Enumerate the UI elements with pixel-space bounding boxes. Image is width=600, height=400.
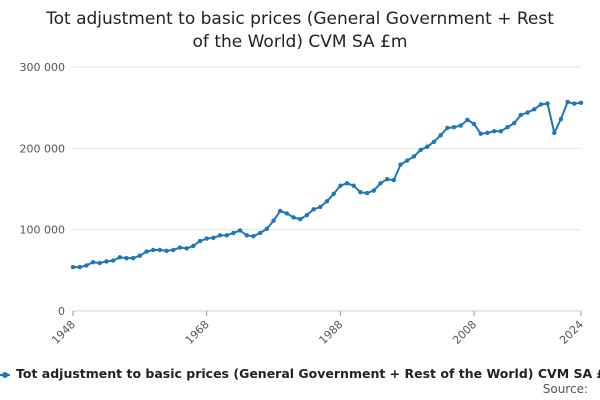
data-point[interactable] [77, 264, 82, 270]
data-point[interactable] [311, 207, 316, 212]
data-point[interactable] [70, 264, 76, 270]
legend-label: Tot adjustment to basic prices (General … [16, 366, 600, 381]
y-tick-label: 300 000 [20, 61, 66, 74]
source-label: Source: [542, 382, 588, 396]
data-point[interactable] [578, 100, 584, 105]
data-point[interactable] [137, 253, 143, 258]
data-point[interactable] [431, 139, 437, 145]
data-point[interactable] [511, 120, 517, 126]
x-tick-label: 1968 [183, 318, 212, 347]
data-point[interactable] [204, 236, 209, 241]
data-point[interactable] [458, 123, 463, 128]
data-point[interactable] [391, 177, 397, 183]
data-point[interactable] [304, 212, 310, 218]
data-point[interactable] [525, 110, 530, 115]
data-point[interactable] [151, 247, 156, 253]
data-point[interactable] [298, 216, 303, 222]
data-point[interactable] [224, 233, 229, 238]
data-point[interactable] [538, 102, 544, 107]
chart-title-line-2: of the World) CVM SA £m [192, 32, 408, 52]
y-tick-label: 0 [58, 305, 65, 318]
data-point[interactable] [271, 218, 276, 223]
data-point[interactable] [157, 247, 163, 253]
data-point[interactable] [264, 226, 270, 232]
x-tick-label: 1988 [316, 318, 345, 347]
data-point[interactable] [217, 233, 223, 238]
data-point[interactable] [565, 99, 570, 105]
chart-title: Tot adjustment to basic prices (General … [0, 8, 600, 54]
data-point[interactable] [465, 117, 470, 123]
data-point[interactable] [331, 191, 336, 197]
data-point[interactable] [144, 249, 149, 254]
data-point[interactable] [164, 248, 169, 254]
data-point[interactable] [532, 107, 537, 112]
legend-marker-icon [2, 371, 8, 378]
data-point[interactable] [572, 101, 577, 106]
data-point[interactable] [284, 211, 290, 216]
y-tick-label: 100 000 [20, 224, 66, 237]
data-point[interactable] [338, 183, 343, 188]
data-point[interactable] [197, 238, 203, 244]
data-point[interactable] [491, 129, 497, 134]
data-point[interactable] [237, 228, 243, 233]
data-point[interactable] [438, 133, 443, 138]
data-point[interactable] [364, 190, 370, 196]
data-point[interactable] [211, 235, 216, 240]
data-point[interactable] [90, 260, 96, 265]
legend-swatch [0, 371, 10, 378]
data-point[interactable] [411, 154, 417, 159]
data-point[interactable] [425, 144, 430, 149]
data-point[interactable] [177, 245, 183, 250]
x-tick-label: 2008 [450, 318, 479, 347]
legend[interactable]: Tot adjustment to basic prices (General … [0, 366, 600, 381]
data-point[interactable] [471, 121, 477, 127]
data-point[interactable] [505, 124, 510, 130]
y-tick-label: 200 000 [20, 142, 66, 155]
data-point[interactable] [124, 255, 129, 261]
data-point[interactable] [418, 147, 423, 153]
data-point[interactable] [498, 129, 503, 134]
data-point[interactable] [184, 246, 189, 251]
data-point[interactable] [358, 190, 363, 195]
data-point[interactable] [552, 130, 557, 136]
data-point[interactable] [378, 181, 383, 186]
data-point[interactable] [371, 188, 376, 193]
data-point[interactable] [405, 158, 410, 163]
data-point[interactable] [445, 125, 450, 131]
data-point[interactable] [518, 112, 524, 118]
x-tick-label: 1948 [49, 318, 78, 347]
data-point[interactable] [451, 124, 457, 130]
x-tick-label: 2024 [557, 318, 586, 347]
data-point[interactable] [84, 263, 89, 268]
data-point[interactable] [344, 181, 350, 186]
data-point[interactable] [278, 208, 283, 214]
data-point[interactable] [485, 130, 490, 136]
data-point[interactable] [244, 233, 249, 238]
data-point[interactable] [110, 258, 116, 263]
data-point[interactable] [351, 183, 356, 188]
data-point[interactable] [130, 255, 136, 261]
data-point[interactable] [318, 204, 323, 210]
chart-title-line-1: Tot adjustment to basic prices (General … [46, 9, 554, 29]
data-point[interactable] [191, 243, 196, 249]
data-point[interactable] [545, 101, 550, 106]
data-point[interactable] [558, 116, 564, 122]
data-point[interactable] [117, 255, 122, 260]
data-point[interactable] [171, 247, 176, 253]
data-point[interactable] [257, 230, 263, 236]
data-point[interactable] [231, 230, 236, 236]
data-point[interactable] [384, 177, 390, 182]
data-point[interactable] [478, 131, 483, 136]
data-point[interactable] [291, 215, 296, 220]
data-point[interactable] [398, 162, 403, 167]
data-point[interactable] [97, 260, 102, 266]
series-line [73, 101, 582, 269]
data-point[interactable] [104, 259, 109, 264]
data-point[interactable] [324, 199, 330, 204]
data-point[interactable] [251, 233, 256, 239]
